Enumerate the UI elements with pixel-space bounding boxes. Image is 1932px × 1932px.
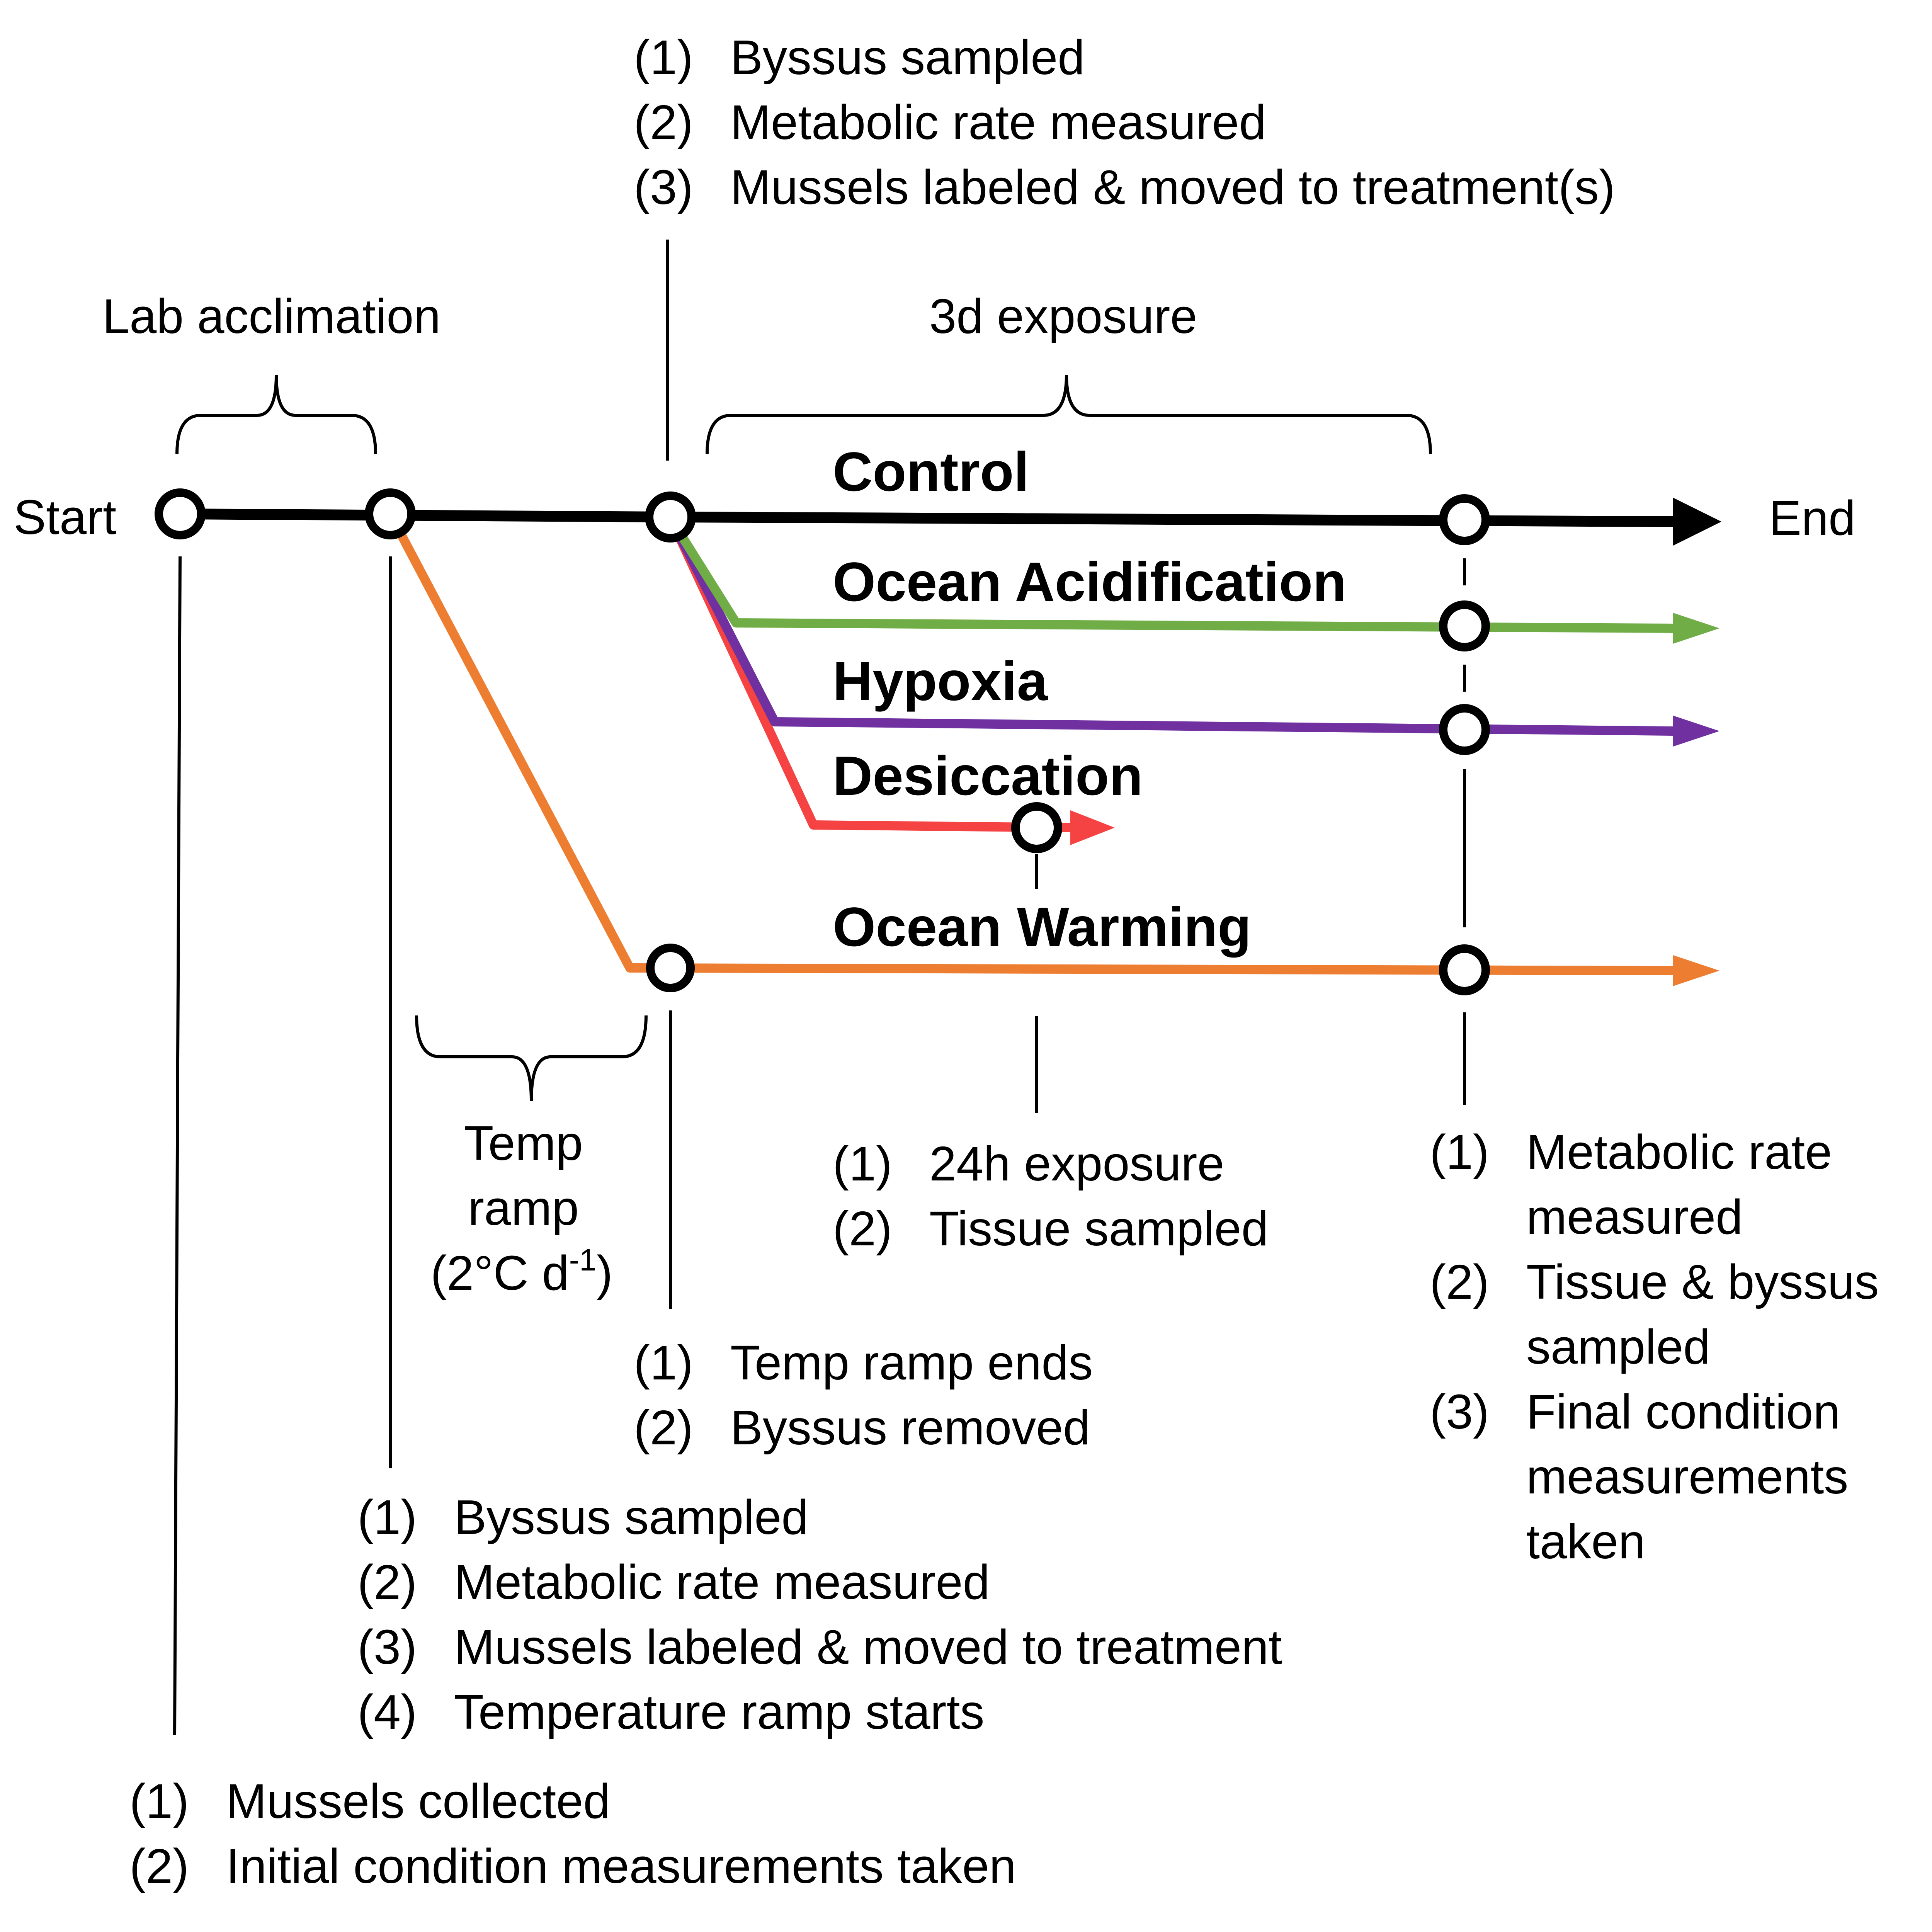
- note-text: sampled: [1526, 1320, 1710, 1374]
- note-number: (3): [357, 1620, 417, 1674]
- hypoxia-label: Hypoxia: [833, 651, 1048, 712]
- treatment-start-node: [645, 492, 696, 543]
- top-notes: (1) Byssus sampled (2) Metabolic rate me…: [634, 30, 1615, 214]
- control-arrowhead: [1673, 498, 1721, 546]
- temp-ramp-brace: [415, 1015, 648, 1102]
- temp-ramp-label: Temp ramp (2°C d-1): [430, 1116, 613, 1300]
- note-text: Byssus removed: [730, 1400, 1090, 1455]
- acclimation-end-node: [365, 488, 416, 539]
- note-number: (1): [634, 1335, 693, 1390]
- note-number: (1): [1430, 1125, 1489, 1179]
- ramp-end-node: [646, 944, 695, 992]
- final-notes: (1) Metabolic rate measured (2) Tissue &…: [1430, 1125, 1879, 1569]
- lab-acclimation-brace: [175, 374, 377, 454]
- ocean-warming-end-node: [1439, 944, 1490, 995]
- end-label: End: [1769, 491, 1855, 545]
- note-text: Initial condition measurements taken: [226, 1839, 1016, 1893]
- note-number: (3): [1430, 1384, 1489, 1439]
- note-text: Temperature ramp starts: [454, 1685, 984, 1739]
- start-node: [155, 488, 206, 539]
- ocean-acidification-end-node: [1439, 600, 1490, 651]
- superscript: -1: [569, 1243, 597, 1277]
- desiccation-end-node: [1011, 802, 1062, 853]
- desiccation-notes: (1) 24h exposure (2) Tissue sampled: [833, 1136, 1269, 1256]
- control-label: Control: [833, 441, 1029, 503]
- ocean-acidification-arrowhead: [1673, 613, 1719, 644]
- note-text: Mussels collected: [226, 1774, 610, 1828]
- note-text: Mussels labeled & moved to treatment(s): [730, 160, 1615, 214]
- note-text: Tissue sampled: [929, 1201, 1269, 1256]
- note-number: (1): [634, 30, 693, 85]
- note-text: Tissue & byssus: [1526, 1255, 1879, 1309]
- ocean-acidification-line: [666, 515, 1673, 633]
- note-number: (1): [129, 1774, 189, 1828]
- start-connector: [173, 556, 182, 1735]
- control-end-node: [1439, 494, 1490, 545]
- ocean-warming-line: [386, 512, 1673, 975]
- note-text: Final condition: [1526, 1384, 1840, 1439]
- note-text: 24h exposure: [929, 1136, 1225, 1191]
- note-number: (1): [833, 1136, 892, 1191]
- note-number: (2): [129, 1839, 189, 1893]
- note-text: Metabolic rate measured: [454, 1555, 990, 1609]
- note-text: taken: [1526, 1514, 1645, 1569]
- note-text: Byssus sampled: [454, 1490, 808, 1544]
- ocean-acidification-label: Ocean Acidification: [833, 551, 1347, 613]
- note-number: (2): [634, 95, 693, 150]
- start-notes: (1) Mussels collected (2) Initial condit…: [129, 1774, 1016, 1893]
- ramp-end-notes: (1) Temp ramp ends (2) Byssus removed: [634, 1335, 1093, 1455]
- exposure-label: 3d exposure: [929, 289, 1197, 344]
- note-number: (2): [833, 1201, 892, 1256]
- note-text: Metabolic rate: [1526, 1125, 1832, 1179]
- note-number: (2): [357, 1555, 417, 1609]
- hypoxia-end-node: [1439, 704, 1490, 755]
- note-text: Temp ramp ends: [730, 1335, 1093, 1390]
- lab-acclimation-label: Lab acclimation: [102, 289, 440, 344]
- note-number: (2): [634, 1400, 693, 1455]
- exposure-brace: [706, 374, 1432, 454]
- note-number: (1): [357, 1490, 417, 1544]
- ocean-warming-arrowhead: [1673, 955, 1719, 986]
- note-text: Mussels labeled & moved to treatment: [454, 1620, 1282, 1674]
- start-label: Start: [14, 490, 116, 544]
- note-text: Metabolic rate measured: [730, 95, 1266, 150]
- ocean-warming-label: Ocean Warming: [833, 896, 1251, 958]
- hypoxia-line: [666, 515, 1673, 736]
- desiccation-label: Desiccation: [833, 745, 1143, 807]
- note-text: Byssus sampled: [730, 30, 1085, 85]
- ramp-start-notes: (1) Byssus sampled (2) Metabolic rate me…: [357, 1490, 1282, 1739]
- desiccation-arrowhead: [1070, 810, 1115, 845]
- hypoxia-arrowhead: [1673, 716, 1719, 747]
- note-text: measured: [1526, 1190, 1743, 1244]
- note-number: (3): [634, 160, 693, 214]
- note-number: (4): [357, 1685, 417, 1739]
- note-text: measurements: [1526, 1449, 1848, 1504]
- note-number: (2): [1430, 1255, 1489, 1309]
